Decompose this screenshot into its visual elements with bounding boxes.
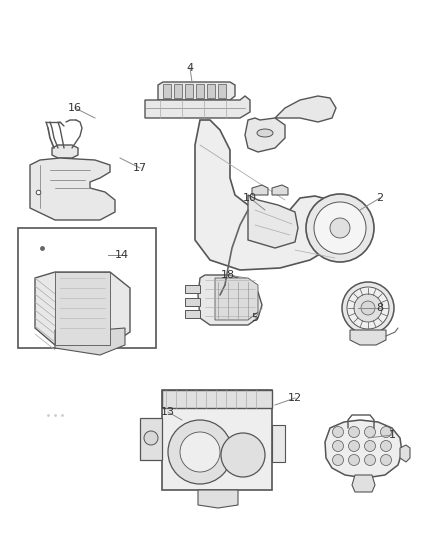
Polygon shape <box>158 82 235 100</box>
Text: 12: 12 <box>288 393 302 403</box>
Circle shape <box>168 420 232 484</box>
Ellipse shape <box>354 294 382 322</box>
Text: 4: 4 <box>187 63 194 73</box>
Polygon shape <box>174 84 182 98</box>
Polygon shape <box>145 96 250 118</box>
Polygon shape <box>252 185 268 195</box>
Polygon shape <box>196 84 204 98</box>
Bar <box>18 228 156 348</box>
Text: 10: 10 <box>243 193 257 203</box>
Circle shape <box>332 455 343 465</box>
Polygon shape <box>272 185 288 195</box>
Polygon shape <box>215 278 258 320</box>
Polygon shape <box>140 418 162 460</box>
Circle shape <box>381 455 392 465</box>
Polygon shape <box>325 420 402 478</box>
Circle shape <box>349 426 360 438</box>
Ellipse shape <box>144 431 158 445</box>
Ellipse shape <box>347 287 389 329</box>
Polygon shape <box>195 120 340 270</box>
Polygon shape <box>55 272 110 345</box>
Polygon shape <box>207 84 215 98</box>
Circle shape <box>221 433 265 477</box>
Ellipse shape <box>342 282 394 334</box>
Ellipse shape <box>314 202 366 254</box>
Ellipse shape <box>257 129 273 137</box>
Ellipse shape <box>361 301 375 315</box>
Ellipse shape <box>330 218 350 238</box>
Polygon shape <box>218 84 226 98</box>
Polygon shape <box>55 328 125 355</box>
Polygon shape <box>162 390 272 490</box>
Circle shape <box>349 455 360 465</box>
Circle shape <box>364 455 375 465</box>
Polygon shape <box>163 84 171 98</box>
Polygon shape <box>35 272 130 345</box>
Polygon shape <box>198 490 238 508</box>
Polygon shape <box>352 475 375 492</box>
Polygon shape <box>272 425 285 462</box>
Polygon shape <box>248 195 298 248</box>
Text: 8: 8 <box>376 303 384 313</box>
Text: 5: 5 <box>251 313 258 323</box>
Text: 1: 1 <box>389 430 396 440</box>
Text: 16: 16 <box>68 103 82 113</box>
Circle shape <box>332 426 343 438</box>
Text: 13: 13 <box>161 407 175 417</box>
Polygon shape <box>162 390 272 408</box>
Polygon shape <box>52 145 78 158</box>
Circle shape <box>332 440 343 451</box>
Polygon shape <box>30 158 115 220</box>
Ellipse shape <box>306 194 374 262</box>
Polygon shape <box>185 84 193 98</box>
Polygon shape <box>198 275 262 325</box>
Polygon shape <box>245 118 285 152</box>
Text: 2: 2 <box>376 193 384 203</box>
Polygon shape <box>185 310 200 318</box>
Text: 14: 14 <box>115 250 129 260</box>
Circle shape <box>349 440 360 451</box>
Polygon shape <box>400 445 410 462</box>
Circle shape <box>364 440 375 451</box>
Text: 18: 18 <box>221 270 235 280</box>
Circle shape <box>381 440 392 451</box>
Polygon shape <box>185 285 200 293</box>
Polygon shape <box>350 330 386 345</box>
Text: 17: 17 <box>133 163 147 173</box>
Circle shape <box>180 432 220 472</box>
Polygon shape <box>275 96 336 122</box>
Circle shape <box>364 426 375 438</box>
Circle shape <box>381 426 392 438</box>
Polygon shape <box>185 298 200 306</box>
